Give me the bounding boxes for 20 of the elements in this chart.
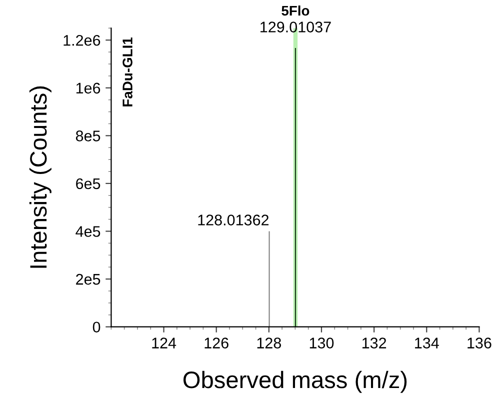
annotation: FaDu-GLI1 <box>122 37 132 106</box>
x-tick-label: 126 <box>204 338 228 348</box>
y-tick-label: 2e5 <box>76 274 100 285</box>
x-tick-label: 124 <box>152 338 176 348</box>
y-tick-label: 4e5 <box>76 226 100 237</box>
x-tick-label: 136 <box>468 338 492 348</box>
band-label: 5Flo <box>282 5 310 16</box>
y-tick-label: 1e6 <box>76 82 100 94</box>
x-tick-label: 130 <box>310 338 334 348</box>
x-tick-label: 134 <box>415 338 439 348</box>
x-tick-label: 128 <box>257 338 281 348</box>
y-tick-label: 0 <box>92 322 100 333</box>
y-tick-label: 8e5 <box>76 130 100 142</box>
x-tick-label: 132 <box>362 338 386 348</box>
x-axis-title: Observed mass (m/z) <box>183 370 407 393</box>
y-tick-label: 1.2e6 <box>64 34 100 46</box>
y-tick-label: 6e5 <box>76 178 100 190</box>
y-axis-title: Intensity (Counts) <box>29 86 52 268</box>
annotation: 129.01037 <box>260 22 331 32</box>
annotation: 128.01362 <box>198 214 269 226</box>
